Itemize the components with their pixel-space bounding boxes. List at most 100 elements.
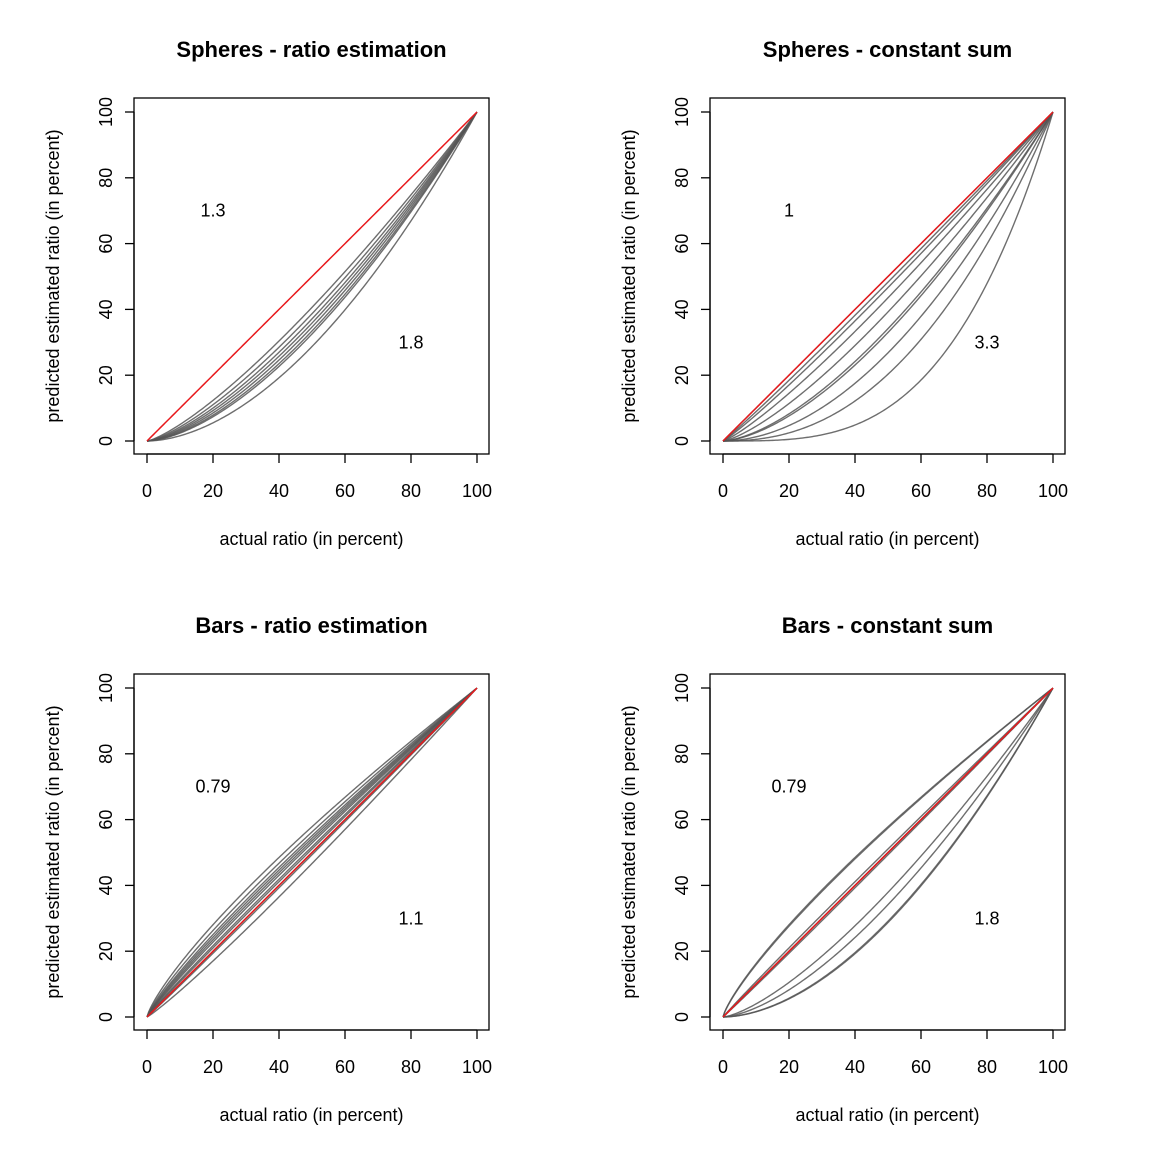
fit-curve: [146, 111, 478, 442]
y-tick-label: 60: [672, 810, 692, 830]
x-tick-label: 80: [977, 481, 997, 501]
x-tick-label: 80: [401, 481, 421, 501]
x-tick-label: 0: [142, 481, 152, 501]
x-axis-label: actual ratio (in percent): [795, 529, 979, 549]
fit-curve: [146, 687, 478, 1018]
y-tick-label: 20: [672, 365, 692, 385]
x-axis-label: actual ratio (in percent): [219, 529, 403, 549]
fit-curve: [146, 687, 478, 1018]
exponent-annotation: 1.1: [398, 908, 423, 928]
fit-curve: [722, 687, 1054, 1018]
x-tick-label: 20: [779, 1057, 799, 1077]
chart-panel-3: Bars - ratio estimation 0 20 40 60 80 100 actua…: [43, 613, 492, 1125]
y-tick-label: 80: [96, 168, 116, 188]
x-tick-label: 20: [203, 481, 223, 501]
fit-curve: [722, 111, 1054, 442]
x-tick-label: 0: [718, 481, 728, 501]
exponent-annotation: 1: [784, 201, 794, 221]
chart-title: Spheres - ratio estimation: [176, 37, 446, 62]
x-tick-label: 100: [462, 481, 492, 501]
y-axis-label: predicted estimated ratio (in percent): [43, 129, 63, 422]
y-tick-label: 40: [96, 875, 116, 895]
fit-curve: [722, 687, 1054, 1018]
x-tick-label: 100: [1038, 1057, 1068, 1077]
x-tick-label: 60: [911, 1057, 931, 1077]
fit-curve: [723, 111, 1054, 442]
fit-curve: [146, 687, 478, 1018]
reference-line: [146, 111, 478, 442]
fit-curve: [146, 111, 478, 442]
fit-curve: [722, 111, 1054, 442]
x-tick-label: 40: [845, 1057, 865, 1077]
exponent-annotation: 1.8: [974, 908, 999, 928]
x-tick-label: 60: [335, 481, 355, 501]
y-tick-label: 40: [96, 299, 116, 319]
x-tick-label: 0: [718, 1057, 728, 1077]
exponent-annotation: 1.8: [398, 332, 423, 352]
fit-curve: [722, 687, 1054, 1018]
x-tick-label: 80: [401, 1057, 421, 1077]
fit-curve: [722, 111, 1054, 442]
fit-curve: [723, 111, 1054, 442]
y-tick-label: 100: [96, 97, 116, 127]
chart-title: Bars - constant sum: [782, 613, 994, 638]
exponent-annotation: 3.3: [974, 332, 999, 352]
fit-curve: [146, 687, 478, 1018]
exponent-annotation: 1.3: [200, 201, 225, 221]
fit-curve: [722, 111, 1054, 442]
x-tick-label: 0: [142, 1057, 152, 1077]
fit-curve: [722, 111, 1054, 442]
y-axis-label: predicted estimated ratio (in percent): [43, 705, 63, 998]
y-tick-label: 60: [96, 234, 116, 254]
chart-panel-4: Bars - constant sum 0 20 40 60 80 100 actual ra…: [619, 613, 1068, 1125]
y-tick-label: 100: [672, 673, 692, 703]
fit-curve: [146, 111, 478, 442]
fit-curve: [146, 111, 478, 442]
y-axis-label: predicted estimated ratio (in percent): [619, 705, 639, 998]
fit-curve: [146, 687, 478, 1018]
y-tick-label: 80: [96, 744, 116, 764]
y-tick-label: 0: [672, 436, 692, 446]
x-tick-label: 40: [845, 481, 865, 501]
fit-curve: [146, 111, 478, 442]
fit-curve: [146, 111, 478, 442]
chart-title: Spheres - constant sum: [763, 37, 1012, 62]
y-tick-label: 100: [672, 97, 692, 127]
y-tick-label: 60: [96, 810, 116, 830]
x-tick-label: 40: [269, 1057, 289, 1077]
reference-line: [722, 687, 1054, 1018]
y-tick-label: 20: [672, 941, 692, 961]
x-tick-label: 60: [335, 1057, 355, 1077]
x-tick-label: 40: [269, 481, 289, 501]
chart-panel-2: Spheres - constant sum 0 20 40 60 80 100 actual…: [619, 37, 1068, 549]
y-axis-label: predicted estimated ratio (in percent): [619, 129, 639, 422]
fit-curve: [146, 687, 478, 1018]
x-tick-label: 100: [1038, 481, 1068, 501]
x-tick-label: 100: [462, 1057, 492, 1077]
reference-line: [722, 111, 1054, 442]
exponent-annotation: 0.79: [195, 777, 230, 797]
y-tick-label: 80: [672, 744, 692, 764]
x-axis-label: actual ratio (in percent): [219, 1105, 403, 1125]
x-tick-label: 20: [203, 1057, 223, 1077]
fit-curve: [146, 687, 478, 1018]
x-axis-label: actual ratio (in percent): [795, 1105, 979, 1125]
y-tick-label: 60: [672, 234, 692, 254]
fit-curve: [146, 111, 478, 442]
y-tick-label: 0: [96, 436, 116, 446]
fit-curve: [146, 111, 478, 442]
x-tick-label: 20: [779, 481, 799, 501]
chart-title: Bars - ratio estimation: [195, 613, 427, 638]
y-tick-label: 0: [672, 1012, 692, 1022]
y-tick-label: 20: [96, 941, 116, 961]
fit-curve: [722, 111, 1054, 442]
fit-curve: [722, 111, 1054, 442]
chart-panel-1: Spheres - ratio estimation 0 20 40 60 80 100 ac…: [43, 37, 492, 549]
x-tick-label: 80: [977, 1057, 997, 1077]
x-tick-label: 60: [911, 481, 931, 501]
y-tick-label: 40: [672, 875, 692, 895]
y-tick-label: 0: [96, 1012, 116, 1022]
fit-curve: [722, 687, 1054, 1018]
fit-curve: [146, 687, 478, 1018]
